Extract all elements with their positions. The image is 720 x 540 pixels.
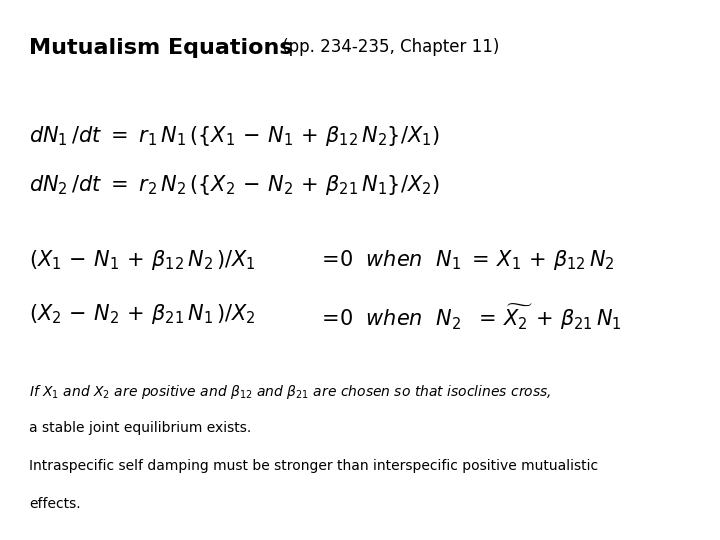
Text: $dN_2\,/dt\ =\ r_2\,N_2\,(\{X_2\,-\,N_2\,+\,\beta_{21}\,N_1\}/X_2)$: $dN_2\,/dt\ =\ r_2\,N_2\,(\{X_2\,-\,N_2\… — [29, 173, 440, 197]
Text: Mutualism Equations: Mutualism Equations — [29, 38, 292, 58]
Text: $(X_2\,-\,N_2\,+\,\beta_{21}\,N_1\,)/X_2$: $(X_2\,-\,N_2\,+\,\beta_{21}\,N_1\,)/X_2… — [29, 302, 256, 326]
Text: $=\!0$  when  $N_2\ \ =\,\widetilde{X_2}\,+\,\beta_{21}\,N_1$: $=\!0$ when $N_2\ \ =\,\widetilde{X_2}\,… — [317, 302, 621, 332]
Text: Intraspecific self damping must be stronger than interspecific positive mutualis: Intraspecific self damping must be stron… — [29, 459, 598, 473]
Text: $=\!0$  when  $N_1\ =\,X_1\,+\,\beta_{12}\,N_2$: $=\!0$ when $N_1\ =\,X_1\,+\,\beta_{12}\… — [317, 248, 615, 272]
Text: If $X_1$ and $X_2$ are positive and $\beta_{12}$ and $\beta_{21}$ are chosen so : If $X_1$ and $X_2$ are positive and $\be… — [29, 383, 552, 401]
Text: a stable joint equilibrium exists.: a stable joint equilibrium exists. — [29, 421, 251, 435]
Text: (pp. 234-235, Chapter 11): (pp. 234-235, Chapter 11) — [277, 38, 500, 56]
Text: $dN_1\,/dt\ =\ r_1\,N_1\,(\{X_1\,-\,N_1\,+\,\beta_{12}\,N_2\}/X_1)$: $dN_1\,/dt\ =\ r_1\,N_1\,(\{X_1\,-\,N_1\… — [29, 124, 440, 148]
Text: effects.: effects. — [29, 497, 81, 511]
Text: $(X_1\,-\,N_1\,+\,\beta_{12}\,N_2\,)/X_1$: $(X_1\,-\,N_1\,+\,\beta_{12}\,N_2\,)/X_1… — [29, 248, 256, 272]
